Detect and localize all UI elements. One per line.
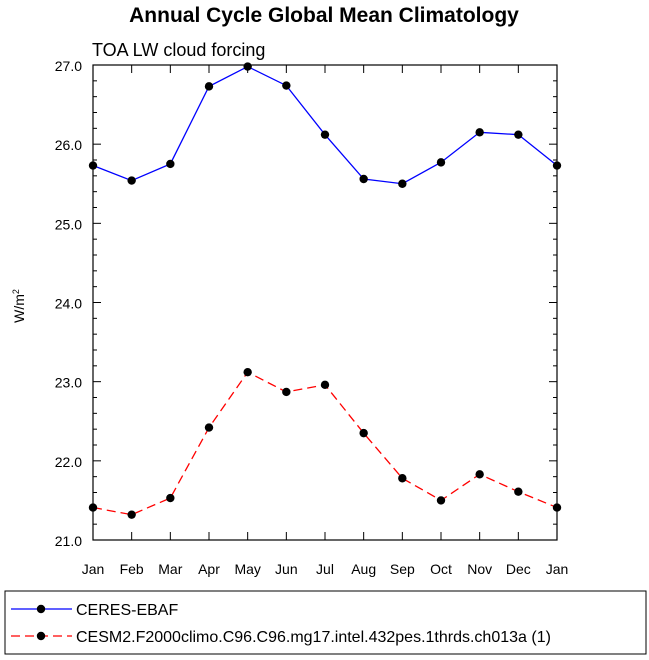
x-tick-labels: Jan Feb Mar Apr May Jun Jul Aug Sep Oct Nov Dec Jan xyxy=(82,561,569,577)
legend: CERES-EBAF CESM2.F2000climo.C96.C96.mg17.… xyxy=(11,602,551,646)
data-point-s2 xyxy=(398,474,407,483)
y-tick-label: 26.0 xyxy=(55,137,82,153)
x-tick-label: Feb xyxy=(120,561,144,577)
series-layer xyxy=(88,62,562,519)
data-point-s2 xyxy=(204,423,214,432)
data-point-s2 xyxy=(243,367,252,377)
y-tick-label: 25.0 xyxy=(55,216,82,232)
series-line-2 xyxy=(92,371,558,516)
chart-subtitle: TOA LW cloud forcing xyxy=(92,40,265,60)
legend-label-1: CERES-EBAF xyxy=(76,602,178,619)
data-point-s1 xyxy=(436,158,446,167)
y-axis-label: W/m2 xyxy=(11,289,27,323)
x-tick-label: Jan xyxy=(82,561,105,577)
data-point-s1 xyxy=(320,130,330,139)
axis-ticks xyxy=(92,64,558,541)
data-point-s1 xyxy=(282,81,291,90)
data-point-s1 xyxy=(127,176,136,185)
legend-marker-2 xyxy=(36,631,46,641)
data-point-s2 xyxy=(320,380,330,390)
plot-frame xyxy=(92,64,558,541)
x-tick-label: May xyxy=(234,561,260,577)
data-point-s1 xyxy=(204,82,214,91)
data-point-s2 xyxy=(475,470,484,479)
data-point-s2 xyxy=(436,496,446,505)
x-tick-label: Dec xyxy=(506,561,531,577)
data-point-s2 xyxy=(514,487,523,496)
x-tick-label: Nov xyxy=(467,561,492,577)
data-point-s2 xyxy=(166,493,175,503)
data-point-s1 xyxy=(398,179,407,188)
legend-label-2: CESM2.F2000climo.C96.C96.mg17.intel.432p… xyxy=(76,629,551,646)
x-tick-label: Jun xyxy=(275,561,298,577)
y-axis-label-sup: 2 xyxy=(11,289,21,294)
data-point-s1 xyxy=(475,128,484,137)
y-axis-label-base: W/m xyxy=(11,294,27,323)
y-tick-label: 23.0 xyxy=(55,375,82,391)
legend-marker-1 xyxy=(36,604,46,614)
data-point-s2 xyxy=(127,510,136,519)
x-tick-label: Sep xyxy=(390,561,415,577)
x-tick-label: Aug xyxy=(351,561,376,577)
y-tick-label: 21.0 xyxy=(55,533,82,549)
data-point-s2 xyxy=(282,387,291,397)
series-line-1 xyxy=(92,65,558,185)
data-point-s1 xyxy=(166,159,175,169)
x-tick-label: Mar xyxy=(158,561,182,577)
y-tick-label: 22.0 xyxy=(55,454,82,470)
x-tick-label: Apr xyxy=(198,561,220,577)
x-tick-label: Oct xyxy=(430,561,452,577)
y-tick-labels: 21.0 22.0 23.0 24.0 25.0 26.0 27.0 xyxy=(55,58,82,549)
y-tick-label: 27.0 xyxy=(55,58,82,74)
data-point-s2 xyxy=(359,428,368,438)
x-tick-label: Jan xyxy=(546,561,569,577)
data-point-s1 xyxy=(243,62,252,71)
x-tick-label: Jul xyxy=(316,561,334,577)
y-tick-label: 24.0 xyxy=(55,296,82,312)
data-point-s1 xyxy=(359,174,368,184)
chart-title: Annual Cycle Global Mean Climatology xyxy=(129,4,519,27)
data-point-s1 xyxy=(514,130,523,139)
legend-box xyxy=(4,590,647,655)
